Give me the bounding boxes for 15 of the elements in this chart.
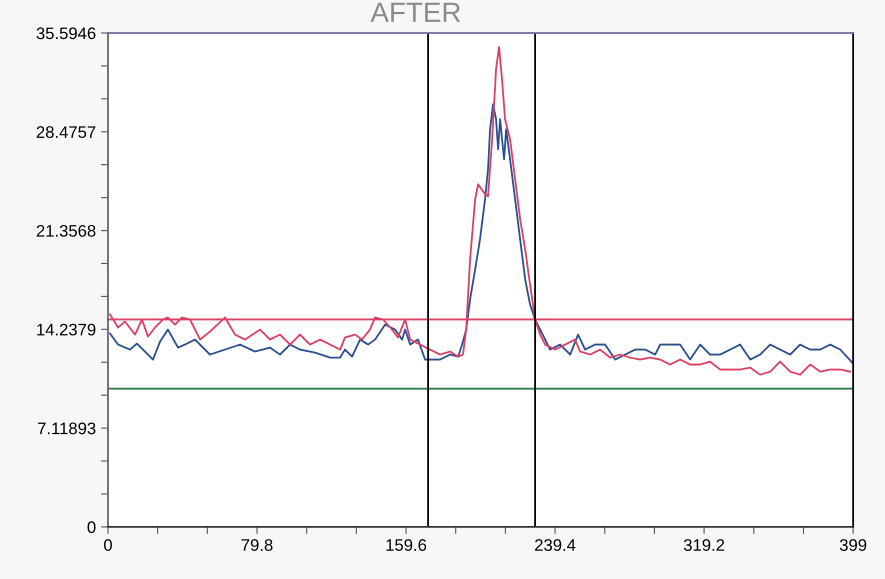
- y-tick-label: 0: [88, 521, 96, 534]
- y-tick-label: 7.11893: [38, 422, 96, 434]
- x-tick-label: 399: [840, 539, 866, 551]
- y-tick-label: 28.4757: [36, 126, 96, 138]
- y-tick-label: 35.5946: [36, 27, 96, 40]
- y-tick-label: 21.3568: [36, 224, 96, 237]
- line-series: [109, 103, 854, 364]
- x-tick-label: 0: [104, 539, 112, 551]
- x-tick-label: 159.6: [386, 539, 426, 551]
- x-tick-label: 79.8: [242, 539, 272, 551]
- x-tick-label: 239.4: [535, 539, 576, 551]
- line-series: [109, 46, 852, 376]
- y-tick-label: 14.2379: [37, 324, 96, 336]
- x-tick-label: 319.2: [684, 539, 724, 551]
- chart-title: AFTER: [370, 2, 460, 22]
